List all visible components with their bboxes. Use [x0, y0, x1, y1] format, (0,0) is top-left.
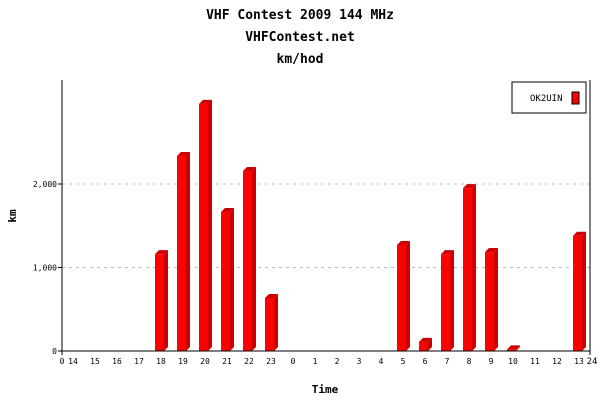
x-tick-label: 4 — [379, 357, 384, 366]
x-tick-label: 10 — [508, 357, 518, 366]
bar — [485, 248, 498, 351]
chart-subtitle-units: km/hod — [277, 52, 324, 67]
bar-side — [164, 250, 168, 351]
x-tick-label: 7 — [445, 357, 450, 366]
bar-top — [199, 99, 212, 104]
bar — [243, 167, 256, 351]
bar-side — [208, 99, 212, 351]
y-tick-label: 0 — [52, 347, 57, 356]
x-tick-label: 20 — [200, 357, 210, 366]
y-axis-label: km — [6, 209, 19, 223]
y-tick-label: 2,000 — [33, 180, 57, 189]
bar-top — [573, 231, 586, 236]
x-tick-label: 15 — [90, 357, 100, 366]
bar-top — [265, 293, 278, 298]
bar-side — [450, 250, 454, 351]
bar-front — [463, 188, 472, 351]
bar — [199, 99, 212, 351]
x-tick-label: 16 — [112, 357, 122, 366]
bar-top — [397, 240, 410, 245]
x-tick-label: 12 — [552, 357, 562, 366]
bar-side — [230, 207, 234, 351]
bar — [419, 337, 432, 351]
x-tick-label: 8 — [467, 357, 472, 366]
x-tick-label: 3 — [357, 357, 362, 366]
chart-subtitle: VHFContest.net — [245, 30, 355, 45]
x-axis-label: Time — [312, 383, 339, 396]
bar — [397, 240, 410, 351]
bar-front — [199, 103, 208, 351]
x-tick-label: 5 — [401, 357, 406, 366]
bar-front — [485, 252, 494, 351]
bar — [221, 207, 234, 351]
x-tick-label: 23 — [266, 357, 276, 366]
bar-side — [472, 184, 476, 351]
x-tick-label: 0 — [291, 357, 296, 366]
bar-top — [507, 345, 520, 350]
x-tick-label: 14 — [68, 357, 78, 366]
bar-top — [221, 207, 234, 212]
bar — [441, 250, 454, 351]
x-tick-label: 2 — [335, 357, 340, 366]
bar — [573, 231, 586, 351]
x-tick-label: 9 — [489, 357, 494, 366]
x-tick-label: 22 — [244, 357, 254, 366]
bar-side — [252, 167, 256, 351]
x-tick-label: 6 — [423, 357, 428, 366]
bar-top — [463, 184, 476, 189]
bar-side — [428, 337, 432, 351]
legend-swatch — [571, 91, 580, 105]
y-tick-label: 1,000 — [33, 264, 57, 273]
bar-front — [573, 235, 582, 351]
bar-top — [155, 250, 168, 255]
x-tick-label: 19 — [178, 357, 188, 366]
x-tick-label: 11 — [530, 357, 540, 366]
bar-side — [186, 152, 190, 351]
x-tick-label: 13 — [574, 357, 584, 366]
bar-top — [177, 152, 190, 157]
x-tick-label: 18 — [156, 357, 166, 366]
x-end-label: 24 — [587, 357, 598, 367]
x-tick-label: 1 — [313, 357, 318, 366]
bar-side — [406, 240, 410, 351]
bar-front — [419, 341, 428, 351]
bar — [463, 184, 476, 351]
bar-side — [582, 231, 586, 351]
x-tick-label: 21 — [222, 357, 232, 366]
bar — [155, 250, 168, 351]
bar — [507, 345, 520, 351]
bar-front — [397, 244, 406, 351]
legend-label: OK2UIN — [530, 94, 563, 104]
bar-front — [221, 211, 230, 351]
bar — [177, 152, 190, 351]
bar-side — [274, 293, 278, 351]
bar-top — [419, 337, 432, 342]
bar-front — [155, 254, 164, 351]
x-tick-label: 17 — [134, 357, 144, 366]
bar-top — [243, 167, 256, 172]
chart-title: VHF Contest 2009 144 MHz — [206, 8, 394, 23]
bar-front — [507, 349, 516, 351]
bar-side — [494, 248, 498, 351]
bar — [265, 293, 278, 351]
bar-front — [243, 171, 252, 351]
bar-front — [441, 254, 450, 351]
bar-front — [177, 156, 186, 351]
x-start-label: 0 — [60, 357, 65, 366]
bar-top — [441, 250, 454, 255]
bar-side — [516, 345, 520, 351]
legend: OK2UIN — [511, 81, 587, 114]
bar-top — [485, 248, 498, 253]
bar-front — [265, 297, 274, 351]
